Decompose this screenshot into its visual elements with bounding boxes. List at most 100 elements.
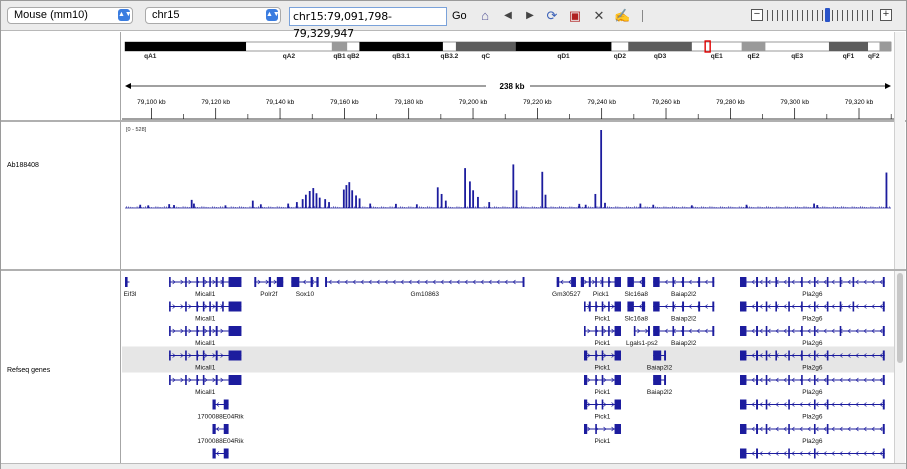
gene-exon bbox=[228, 326, 242, 336]
refresh-icon[interactable]: ⟳ bbox=[546, 8, 558, 23]
clear-icon[interactable]: ✕ bbox=[593, 8, 605, 23]
gene-label: Pla2g6 bbox=[802, 291, 823, 298]
go-button[interactable]: Go bbox=[452, 10, 467, 22]
genome-dropdown[interactable]: Mouse (mm10) ▲▼ bbox=[7, 7, 133, 24]
gene-exon bbox=[756, 326, 759, 336]
zoom-slider-track[interactable] bbox=[767, 10, 877, 21]
strand-arrow bbox=[611, 304, 615, 309]
gene-exon bbox=[202, 350, 205, 361]
strand-arrow bbox=[879, 279, 883, 285]
signal-peak bbox=[440, 193, 443, 208]
signal-peak bbox=[287, 203, 290, 208]
ruler-tick-label: 79,160 kb bbox=[330, 99, 359, 106]
strand-arrow bbox=[592, 279, 596, 285]
strand-arrow bbox=[831, 451, 835, 456]
popup-text-icon[interactable]: ✍ bbox=[614, 8, 631, 23]
strand-arrow bbox=[839, 402, 843, 407]
signal-peak bbox=[355, 195, 357, 208]
ideogram-band bbox=[515, 42, 612, 51]
strand-arrow bbox=[220, 377, 224, 383]
gene-exon bbox=[614, 424, 621, 434]
gene-exon bbox=[223, 399, 229, 410]
strand-arrow bbox=[400, 279, 404, 285]
ideogram-band bbox=[741, 42, 766, 51]
gene-exon bbox=[614, 326, 621, 336]
gene-label: Pick1 bbox=[595, 414, 611, 421]
strand-arrow bbox=[376, 279, 380, 285]
gene-exon bbox=[601, 277, 604, 287]
zoom-widget[interactable]: − + bbox=[751, 8, 893, 23]
strand-arrow bbox=[180, 304, 184, 309]
gene-exon bbox=[595, 399, 597, 410]
chromosome-dropdown[interactable]: chr15 ▲▼ bbox=[145, 7, 281, 24]
strand-arrow bbox=[831, 426, 835, 432]
gene-exon bbox=[254, 277, 257, 287]
strand-arrow bbox=[847, 328, 851, 334]
strand-arrow bbox=[831, 328, 835, 334]
gene-exon bbox=[291, 277, 300, 287]
gene-exon bbox=[653, 326, 660, 336]
gene-exon bbox=[228, 277, 242, 287]
strand-arrow bbox=[751, 304, 755, 309]
signal-track-name[interactable]: Ab188408 bbox=[7, 162, 39, 169]
strand-arrow bbox=[783, 377, 787, 383]
strand-arrow bbox=[823, 426, 827, 432]
strand-arrow bbox=[188, 353, 192, 358]
gene-label: Pick1 bbox=[593, 291, 609, 298]
gene-exon bbox=[627, 277, 634, 287]
strand-arrow bbox=[751, 328, 755, 334]
strand-arrow bbox=[775, 451, 779, 456]
back-icon[interactable]: ◀ bbox=[504, 10, 512, 21]
gene-exon bbox=[595, 326, 597, 336]
strand-arrow bbox=[863, 451, 867, 456]
zoom-out-button[interactable]: − bbox=[751, 9, 763, 21]
strand-arrow bbox=[751, 279, 755, 285]
strand-arrow bbox=[257, 279, 261, 285]
ruler-tick-label: 79,300 kb bbox=[780, 99, 809, 106]
gene-exon bbox=[209, 326, 211, 336]
gene-track-svg[interactable]: Eif3l Micall1 Polr2f Sox10 Gm10863 Gm30527 Pic… bbox=[122, 271, 894, 463]
signal-peak bbox=[259, 204, 262, 208]
zoom-slider-thumb[interactable] bbox=[824, 8, 830, 22]
gene-exon bbox=[614, 350, 621, 361]
gene-exon bbox=[595, 424, 597, 434]
gene-exon bbox=[608, 277, 610, 287]
ideogram-ruler-svg[interactable]: qA1 qA2 qB1 qB2 qB3.1 qB3.2 qC qD1 qD2 qD3 qE1 qE2 q… bbox=[122, 32, 894, 120]
gene-exon bbox=[215, 375, 218, 385]
strand-arrow bbox=[212, 377, 216, 383]
strand-arrow bbox=[759, 353, 763, 358]
ideogram-band-label: qD1 bbox=[557, 53, 570, 60]
signal-track-svg[interactable]: [0 - 528] bbox=[122, 122, 894, 269]
data-panel-scrollbar[interactable] bbox=[894, 32, 905, 269]
locus-input[interactable]: chr15:79,091,798-79,329,947 bbox=[289, 7, 447, 40]
ideogram-band-label: qF2 bbox=[868, 53, 880, 60]
strand-arrow bbox=[767, 377, 771, 383]
gene-panel-scrollbar[interactable] bbox=[894, 271, 905, 463]
strand-arrow bbox=[180, 279, 184, 285]
gene-exon bbox=[852, 277, 855, 287]
genes-track-name[interactable]: Refseq genes bbox=[7, 367, 51, 374]
strand-arrow bbox=[767, 426, 771, 432]
ideogram-band-label: qD3 bbox=[654, 53, 667, 60]
gene-exon bbox=[739, 301, 747, 312]
ruler-tick-label: 79,180 kb bbox=[394, 99, 423, 106]
strand-arrow bbox=[759, 304, 763, 309]
forward-icon[interactable]: ▶ bbox=[526, 10, 534, 21]
gene-exon bbox=[813, 375, 816, 385]
strand-arrow bbox=[751, 402, 755, 407]
signal-peak bbox=[345, 185, 348, 208]
strand-arrow bbox=[360, 279, 364, 285]
scrollbar-thumb[interactable] bbox=[897, 273, 903, 363]
strand-arrow bbox=[767, 451, 771, 456]
ideogram-band bbox=[828, 42, 869, 51]
home-icon[interactable]: ⌂ bbox=[481, 8, 489, 23]
signal-peak bbox=[348, 182, 351, 208]
strand-arrow bbox=[855, 451, 859, 456]
zoom-in-button[interactable]: + bbox=[880, 9, 892, 21]
gene-exon bbox=[608, 301, 610, 312]
roi-icon[interactable]: ▣ bbox=[568, 8, 582, 23]
strand-arrow bbox=[688, 279, 692, 285]
gene-exon bbox=[672, 277, 675, 287]
gene-exon bbox=[765, 326, 768, 336]
gene-exon bbox=[196, 375, 199, 385]
